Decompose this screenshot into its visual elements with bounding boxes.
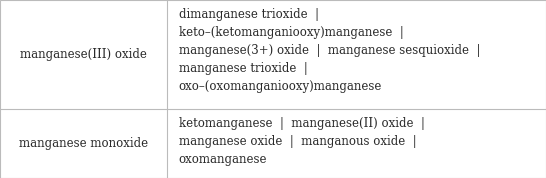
Text: manganese(III) oxide: manganese(III) oxide: [20, 48, 147, 61]
Text: manganese monoxide: manganese monoxide: [19, 137, 148, 150]
Text: dimanganese trioxide  |
keto–(ketomanganiooxy)manganese  |
manganese(3+) oxide  : dimanganese trioxide | keto–(ketomangani…: [179, 8, 480, 93]
Text: ketomanganese  |  manganese(II) oxide  |
manganese oxide  |  manganous oxide  |
: ketomanganese | manganese(II) oxide | ma…: [179, 117, 424, 166]
